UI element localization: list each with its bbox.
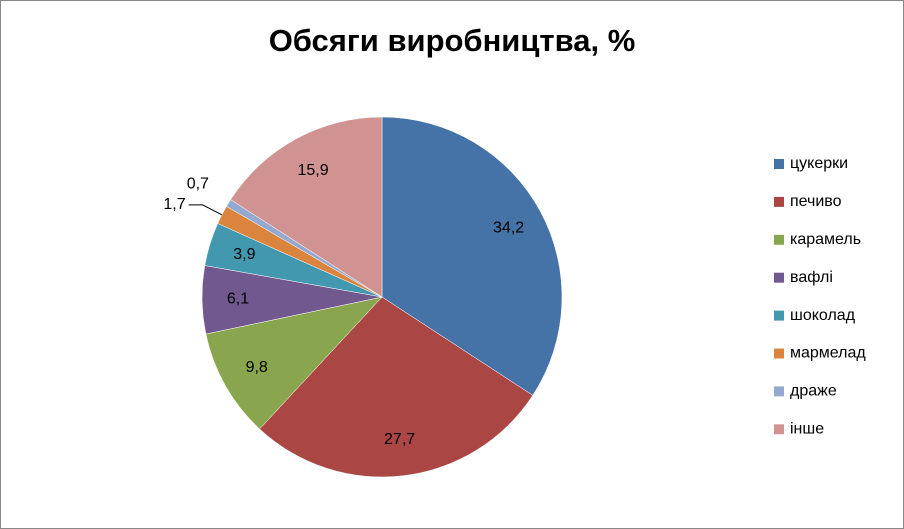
legend-swatch xyxy=(774,159,784,169)
legend-label: мармелад xyxy=(790,345,866,362)
legend-label: печиво xyxy=(790,193,842,210)
legend-label: інше xyxy=(790,421,824,438)
pie-slice xyxy=(259,296,534,478)
legend-label: шоколад xyxy=(790,307,856,324)
pie-slice xyxy=(205,296,383,430)
data-label: 3,9 xyxy=(233,246,255,263)
data-label: 34,2 xyxy=(493,220,524,237)
legend-swatch xyxy=(774,234,784,245)
leader-line xyxy=(188,204,223,216)
data-label: 6,1 xyxy=(227,290,249,307)
legend-swatch xyxy=(774,424,784,435)
legend-label: вафлі xyxy=(790,269,833,286)
data-label: 1,7 xyxy=(163,196,185,213)
legend-swatch xyxy=(774,386,784,397)
legend-swatch xyxy=(774,348,784,359)
pie-slice xyxy=(381,116,563,396)
pie-slice xyxy=(230,116,383,298)
data-label: 0,7 xyxy=(187,175,209,192)
data-label: 9,8 xyxy=(246,359,268,376)
legend-label: карамель xyxy=(790,231,861,248)
legend-swatch xyxy=(774,196,784,207)
legend-swatch xyxy=(774,310,784,321)
legend-label: цукерки xyxy=(790,155,848,172)
legend-swatch xyxy=(774,272,784,283)
chart-title: Обсяги виробництва, % xyxy=(269,23,636,58)
data-label: 15,9 xyxy=(297,162,328,179)
legend-label: драже xyxy=(790,383,837,400)
data-label: 27,7 xyxy=(384,431,415,448)
